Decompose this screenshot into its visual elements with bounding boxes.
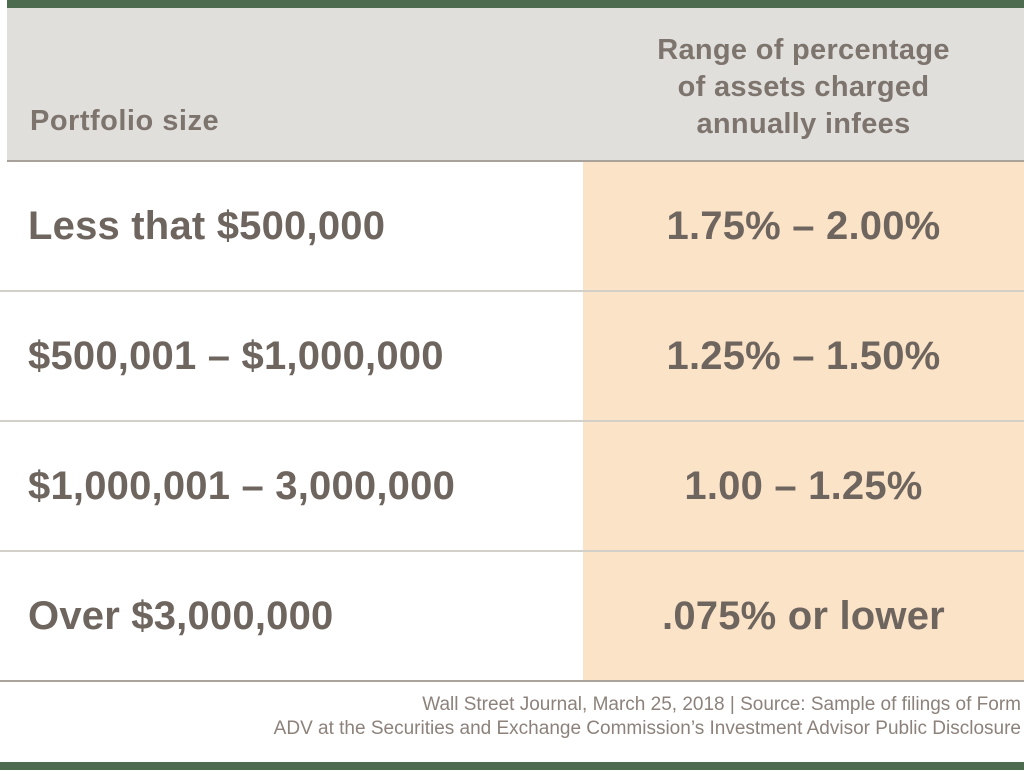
fee-table-body: Less that $500,000 1.75% – 2.00% $500,00… [0,162,1024,682]
source-line-1: Wall Street Journal, March 25, 2018 | So… [422,694,1021,715]
portfolio-size-cell: $1,000,001 – 3,000,000 [28,463,456,508]
fee-header-line-2: of assets charged [677,70,930,103]
top-accent-bar [7,0,1024,8]
portfolio-size-cell: $500,001 – $1,000,000 [28,333,444,378]
fee-header-line-1: Range of percentage [657,33,950,66]
source-attribution: Wall Street Journal, March 25, 2018 | So… [0,682,1024,762]
portfolio-size-cell: Less that $500,000 [28,203,386,248]
fee-range-cell: 1.75% – 2.00% [583,162,1024,290]
fee-range-cell: 1.00 – 1.25% [583,422,1024,550]
fee-header-line-3: annually infees [696,107,911,140]
table-row: $500,001 – $1,000,000 1.25% – 1.50% [0,292,1024,422]
column-header-portfolio-size: Portfolio size [30,105,220,137]
column-header-fee-range: Range of percentage of assets charged an… [583,8,1024,160]
fee-range-cell: 1.25% – 1.50% [583,292,1024,420]
portfolio-size-cell: Over $3,000,000 [28,593,334,638]
source-line-2: ADV at the Securities and Exchange Commi… [273,718,1021,739]
bottom-accent-bar [0,762,1024,770]
fee-range-cell: .075% or lower [583,552,1024,680]
table-row: $1,000,001 – 3,000,000 1.00 – 1.25% [0,422,1024,552]
table-row: Less that $500,000 1.75% – 2.00% [0,162,1024,292]
table-row: Over $3,000,000 .075% or lower [0,552,1024,682]
table-header: Portfolio size Range of percentage of as… [7,8,1024,162]
